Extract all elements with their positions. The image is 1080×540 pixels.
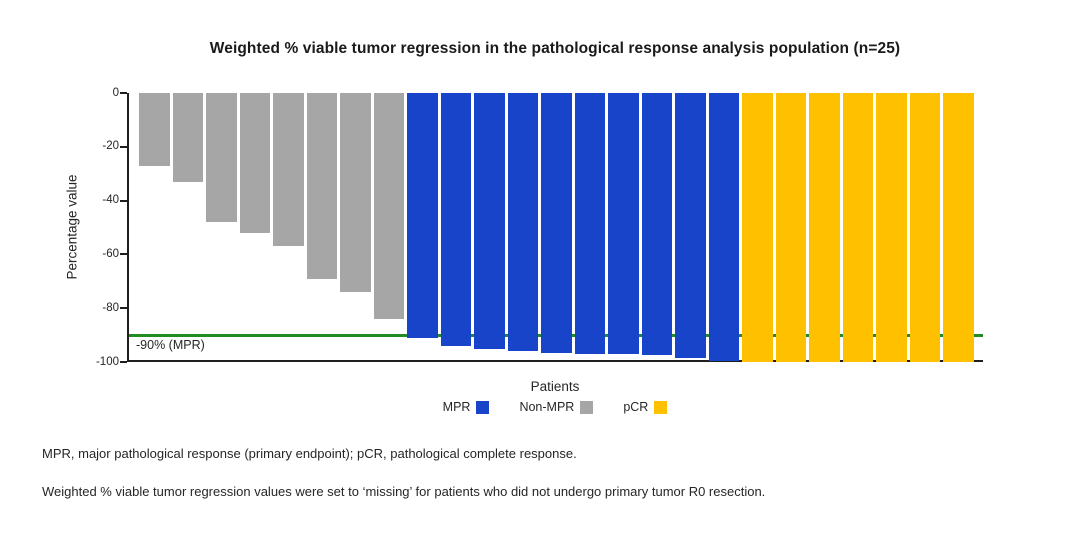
legend-item-mpr: MPR (443, 400, 490, 414)
bar-mpr (675, 93, 706, 358)
bar-non-mpr (273, 93, 304, 247)
y-tick-mark (120, 307, 127, 310)
mpr-threshold-label: -90% (MPR) (136, 338, 205, 353)
y-tick-label: -20 (102, 140, 119, 153)
bars-container (129, 93, 983, 362)
bar-mpr (608, 93, 639, 354)
bar-pcr (775, 93, 806, 362)
legend-label: Non-MPR (519, 400, 575, 414)
bar-mpr (507, 93, 538, 352)
bar-mpr (708, 93, 739, 361)
y-tick-mark (120, 253, 127, 256)
bar-pcr (943, 93, 974, 362)
x-axis-title: Patients (530, 379, 580, 394)
y-tick-mark (120, 92, 127, 94)
legend-item-pcr: pCR (623, 400, 668, 414)
chart-title: Weighted % viable tumor regression in th… (209, 40, 901, 57)
bar-mpr (641, 93, 672, 356)
bar-mpr (574, 93, 605, 354)
y-tick-mark (120, 361, 127, 363)
legend-swatch-icon (654, 400, 668, 414)
legend-item-non-mpr: Non-MPR (519, 400, 594, 414)
bar-non-mpr (172, 93, 203, 182)
y-tick-label: -80 (102, 301, 119, 314)
y-tick-label: -100 (95, 355, 119, 368)
bar-non-mpr (306, 93, 337, 279)
bar-pcr (742, 93, 773, 362)
bar-pcr (809, 93, 840, 362)
footnote-abbreviations: MPR, major pathological response (primar… (42, 446, 577, 461)
y-tick-mark (120, 199, 127, 202)
bar-mpr (474, 93, 505, 349)
bar-non-mpr (373, 93, 404, 319)
footnote-missing-values: Weighted % viable tumor regression value… (42, 484, 766, 499)
bar-non-mpr (340, 93, 371, 293)
bar-pcr (842, 93, 873, 362)
y-tick-label: 0 (112, 86, 119, 99)
legend: MPR Non-MPR pCR (127, 400, 983, 414)
y-tick-mark (120, 145, 127, 148)
legend-label: pCR (623, 400, 649, 414)
bar-non-mpr (139, 93, 170, 166)
plot-area: -90% (MPR) 0 -20 -40 -60 -80 -100 (96, 87, 983, 368)
bar-pcr (876, 93, 907, 362)
bar-mpr (541, 93, 572, 353)
legend-label: MPR (442, 400, 471, 414)
bar-mpr (440, 93, 471, 346)
y-tick-label: -60 (102, 247, 119, 260)
bar-non-mpr (239, 93, 270, 233)
y-tick-label: -40 (102, 194, 119, 207)
legend-swatch-icon (476, 400, 490, 414)
bar-non-mpr (206, 93, 237, 223)
bar-mpr (407, 93, 438, 338)
y-axis-title: Percentage value (64, 174, 80, 280)
legend-swatch-icon (580, 400, 594, 414)
bar-pcr (909, 93, 940, 362)
